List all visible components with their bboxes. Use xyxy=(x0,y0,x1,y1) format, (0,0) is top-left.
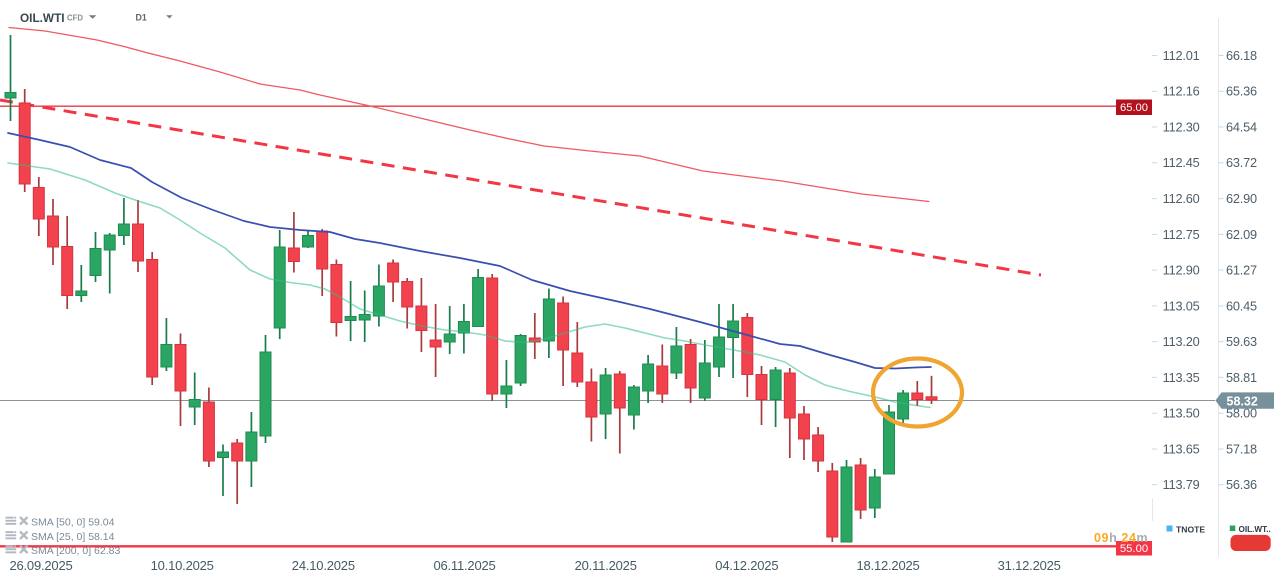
svg-text:113.50: 113.50 xyxy=(1163,406,1200,421)
svg-text:112.90: 112.90 xyxy=(1163,263,1200,278)
svg-text:OIL.WTI: OIL.WTI xyxy=(20,11,65,25)
svg-text:113.35: 113.35 xyxy=(1163,370,1200,385)
svg-text:113.79: 113.79 xyxy=(1163,477,1200,492)
svg-text:CFD: CFD xyxy=(67,13,83,22)
svg-text:112.60: 112.60 xyxy=(1163,191,1200,206)
svg-text:66.18: 66.18 xyxy=(1226,48,1257,63)
svg-text:113.05: 113.05 xyxy=(1163,298,1200,313)
svg-text:113.20: 113.20 xyxy=(1163,334,1200,349)
svg-text:65.36: 65.36 xyxy=(1226,84,1257,99)
svg-text:60.45: 60.45 xyxy=(1226,298,1257,313)
svg-text:58.00: 58.00 xyxy=(1226,406,1257,421)
svg-text:61.27: 61.27 xyxy=(1226,263,1257,278)
svg-text:62.09: 62.09 xyxy=(1226,227,1257,242)
svg-text:112.30: 112.30 xyxy=(1163,119,1200,134)
svg-text:SMA [50, 0] 59.04: SMA [50, 0] 59.04 xyxy=(31,517,115,529)
svg-text:113.65: 113.65 xyxy=(1163,441,1200,456)
svg-text:63.72: 63.72 xyxy=(1226,155,1257,170)
svg-text:56.36: 56.36 xyxy=(1226,477,1257,492)
svg-text:TNOTE: TNOTE xyxy=(1176,525,1205,535)
svg-text:112.45: 112.45 xyxy=(1163,155,1200,170)
svg-text:OIL.WT..: OIL.WT.. xyxy=(1239,525,1271,534)
svg-text:SMA [25, 0] 58.14: SMA [25, 0] 58.14 xyxy=(31,531,115,543)
svg-text:58.32: 58.32 xyxy=(1227,394,1258,408)
svg-text:62.90: 62.90 xyxy=(1226,191,1257,206)
svg-text:112.16: 112.16 xyxy=(1163,84,1200,99)
svg-text:65.00: 65.00 xyxy=(1120,102,1148,114)
svg-text:64.54: 64.54 xyxy=(1226,119,1257,134)
svg-text:57.18: 57.18 xyxy=(1226,441,1257,456)
svg-text:D1: D1 xyxy=(136,12,147,22)
svg-text:24.10.2025: 24.10.2025 xyxy=(292,558,355,573)
svg-text:55.00: 55.00 xyxy=(1120,543,1148,555)
svg-text:58.81: 58.81 xyxy=(1226,370,1257,385)
svg-text:20.11.2025: 20.11.2025 xyxy=(575,558,637,573)
svg-text:112.01: 112.01 xyxy=(1163,48,1200,63)
svg-text:18.12.2025: 18.12.2025 xyxy=(856,558,919,573)
svg-text:59.63: 59.63 xyxy=(1226,334,1257,349)
svg-text:31.12.2025: 31.12.2025 xyxy=(998,558,1061,573)
svg-text:06.11.2025: 06.11.2025 xyxy=(433,558,495,573)
svg-text:112.75: 112.75 xyxy=(1163,227,1200,242)
svg-text:09h 24m: 09h 24m xyxy=(1094,531,1148,545)
svg-text:26.09.2025: 26.09.2025 xyxy=(9,558,72,573)
svg-text:10.10.2025: 10.10.2025 xyxy=(151,558,214,573)
svg-text:SMA [200, 0] 62.83: SMA [200, 0] 62.83 xyxy=(31,545,120,557)
svg-text:04.12.2025: 04.12.2025 xyxy=(715,558,778,573)
